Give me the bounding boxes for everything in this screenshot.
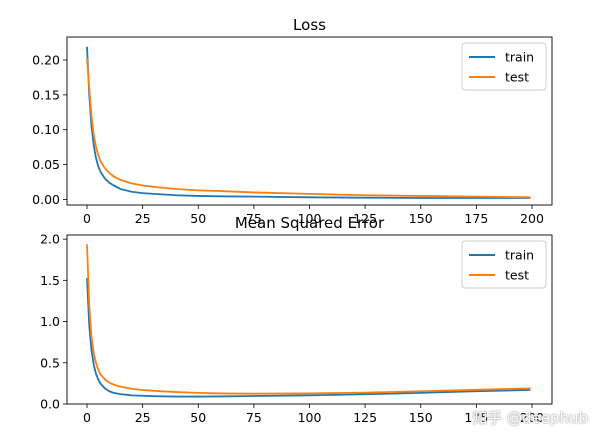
x-tick-label: 200 — [520, 410, 544, 425]
y-tick-label: 1.5 — [40, 273, 60, 288]
plot-area — [86, 243, 531, 398]
x-tick-label: 0 — [83, 211, 91, 226]
legend-box — [461, 42, 547, 91]
x-tick-label: 75 — [246, 410, 262, 425]
x-tick-label: 0 — [83, 410, 91, 425]
x-tick-label: 25 — [135, 410, 151, 425]
legend-label-test: test — [505, 268, 529, 283]
x-tick-label: 125 — [353, 211, 377, 226]
chart-title: Mean Squared Error — [235, 214, 385, 232]
chart-1: 0 25 50 75 100 125 150 175 200 0.00 0.05 0.10 0.15 0.… — [32, 16, 553, 226]
y-tick-label: 0.5 — [40, 355, 60, 370]
y-tick-label: 1.0 — [40, 314, 60, 329]
series-line-train — [86, 46, 531, 199]
x-tick-label: 50 — [190, 410, 206, 425]
x-tick-label: 75 — [246, 211, 262, 226]
legend: train test — [461, 240, 547, 289]
y-tick-label: 0.10 — [32, 122, 60, 137]
x-tick-label: 50 — [190, 211, 206, 226]
legend-label-train: train — [505, 248, 534, 263]
x-tick-label: 150 — [409, 410, 433, 425]
chart-title: Loss — [293, 16, 326, 34]
legend-label-test: test — [505, 70, 529, 85]
legend-label-train: train — [505, 50, 534, 65]
x-tick-label: 175 — [464, 410, 488, 425]
x-tick-label: 150 — [409, 211, 433, 226]
series-line-test — [86, 57, 531, 199]
x-tick-label: 100 — [298, 211, 322, 226]
plot-area — [86, 46, 531, 199]
legend: train test — [461, 42, 547, 91]
series-line-test — [86, 243, 531, 395]
series-line-train — [86, 277, 531, 398]
x-tick-label: 125 — [353, 410, 377, 425]
x-tick-label: 100 — [298, 410, 322, 425]
y-tick-label: 0.20 — [32, 53, 60, 68]
x-tick-label: 175 — [464, 211, 488, 226]
y-tick-label: 0.00 — [32, 192, 60, 207]
y-tick-label: 0.0 — [40, 397, 60, 412]
y-tick-label: 0.05 — [32, 157, 60, 172]
y-tick-label: 2.0 — [40, 232, 60, 247]
y-tick-label: 0.15 — [32, 87, 60, 102]
legend-box — [461, 240, 547, 289]
x-tick-label: 25 — [135, 211, 151, 226]
x-tick-label: 200 — [520, 211, 544, 226]
chart-2: 0 25 50 75 100 125 150 175 200 0.0 0.5 1.0 1.5 2.0 Mea… — [40, 214, 553, 425]
